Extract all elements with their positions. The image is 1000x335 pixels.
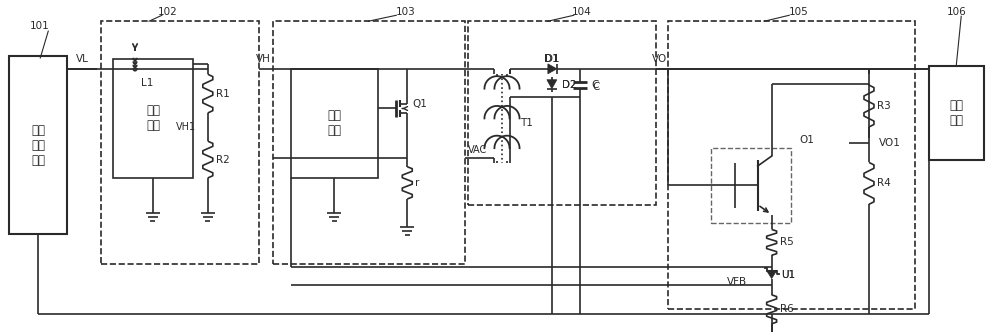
Text: VH: VH — [256, 54, 271, 64]
Bar — [929, 66, 984, 160]
Text: R4: R4 — [877, 178, 891, 188]
Text: L1: L1 — [141, 78, 153, 88]
Text: 103: 103 — [395, 7, 415, 17]
Text: 102: 102 — [158, 7, 178, 17]
Polygon shape — [767, 271, 777, 279]
Text: VO1: VO1 — [879, 138, 901, 148]
Text: VH1: VH1 — [176, 122, 196, 132]
Text: C: C — [592, 80, 599, 90]
Bar — [113, 59, 193, 178]
Text: r: r — [415, 178, 420, 188]
Bar — [468, 21, 656, 205]
Text: D2: D2 — [562, 80, 576, 90]
Bar — [101, 21, 259, 264]
Text: VO: VO — [652, 54, 667, 64]
Polygon shape — [547, 80, 557, 89]
Text: 105: 105 — [789, 7, 809, 17]
Bar — [711, 148, 791, 222]
Bar — [273, 21, 465, 264]
Text: D1: D1 — [545, 54, 560, 64]
Bar — [668, 21, 915, 309]
Bar — [9, 56, 67, 234]
Text: R5: R5 — [780, 238, 793, 247]
Text: 升压
芯片: 升压 芯片 — [146, 105, 160, 132]
Text: C: C — [593, 82, 600, 92]
Text: O1: O1 — [799, 135, 814, 145]
Text: R2: R2 — [216, 154, 230, 164]
Text: 104: 104 — [572, 7, 592, 17]
Text: VFB: VFB — [727, 277, 747, 287]
Text: 驱动
芯片: 驱动 芯片 — [327, 109, 341, 137]
Text: D1: D1 — [544, 54, 558, 64]
Text: U1: U1 — [782, 270, 796, 280]
Text: 101: 101 — [29, 21, 49, 31]
Polygon shape — [548, 64, 557, 74]
Text: 106: 106 — [946, 7, 966, 17]
Text: U1: U1 — [782, 270, 796, 280]
Text: D2: D2 — [562, 80, 576, 90]
Text: 温差
发电
模块: 温差 发电 模块 — [31, 124, 45, 167]
Text: VL: VL — [76, 54, 89, 64]
Text: R1: R1 — [216, 89, 230, 98]
Text: R6: R6 — [780, 304, 793, 314]
Text: R3: R3 — [877, 101, 891, 111]
Text: VAC: VAC — [468, 145, 487, 155]
Text: Q1: Q1 — [412, 98, 427, 109]
Text: T1: T1 — [520, 118, 533, 128]
Text: 输出
接口: 输出 接口 — [949, 99, 963, 127]
Bar — [291, 69, 378, 178]
